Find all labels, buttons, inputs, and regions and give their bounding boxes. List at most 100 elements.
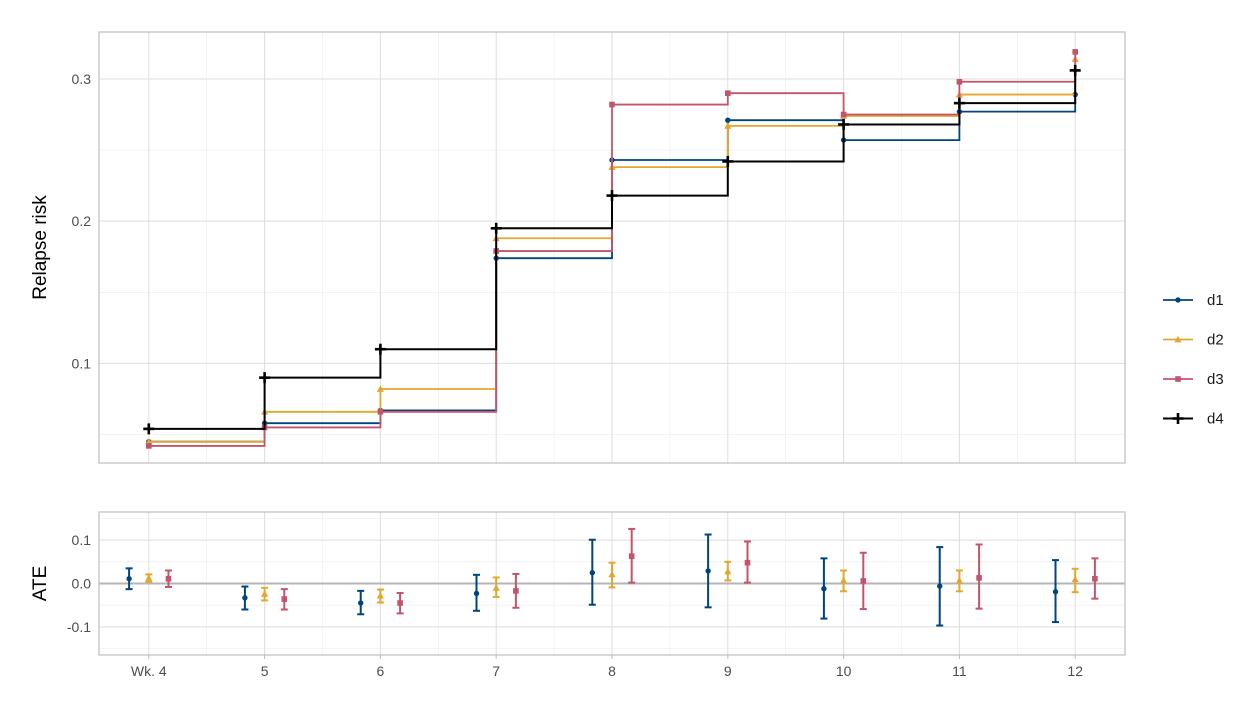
ate-series — [125, 527, 1099, 627]
point-d4-5 — [259, 372, 271, 384]
ate-point-d2-5 — [260, 590, 269, 597]
errorbar-d2-11 — [955, 569, 964, 593]
point-d3-8 — [609, 101, 615, 108]
errorbar-d1-4 — [125, 567, 133, 591]
x-tick-label-8: 12 — [1067, 663, 1083, 679]
legend-item-d1: d1 — [1163, 292, 1224, 309]
errorbar-d2-7 — [492, 576, 500, 598]
x-tick-label-2: 6 — [376, 663, 384, 679]
legend-key-marker-d1 — [1175, 297, 1181, 303]
errorbar-d2-4 — [145, 573, 153, 583]
ate-point-d1-5 — [242, 595, 248, 601]
errorbar-d3-9 — [743, 540, 751, 584]
ate-point-d3-10 — [860, 578, 867, 584]
ate-point-d3-4 — [165, 575, 172, 582]
errorbar-d3-5 — [280, 588, 288, 611]
errorbar-d3-8 — [628, 527, 636, 584]
ate-series-d3 — [164, 527, 1099, 615]
point-d1-9 — [725, 117, 731, 123]
ate-point-d2-12 — [1071, 575, 1079, 583]
ate-point-d1-11 — [937, 583, 943, 589]
errorbar-d1-6 — [357, 589, 365, 616]
legend-item-d4: d4 — [1163, 411, 1224, 428]
legend-item-d2: d2 — [1163, 332, 1224, 349]
point-d4-7 — [490, 222, 502, 234]
errorbar-d2-12 — [1071, 567, 1079, 594]
legend-key-marker-d4 — [1172, 413, 1184, 424]
point-d2-9 — [724, 122, 732, 129]
errorbar-d1-7 — [473, 573, 481, 612]
x-tick-label-5: 9 — [724, 663, 732, 679]
ate-point-d3-11 — [976, 575, 982, 581]
ate-point-d1-4 — [126, 576, 132, 582]
point-d4-11 — [953, 97, 965, 109]
ate-y-tick-label-1: 0.0 — [72, 576, 92, 592]
errorbar-d3-4 — [164, 569, 172, 588]
legend-label-d1: d1 — [1207, 292, 1224, 309]
point-d3-10 — [840, 111, 847, 118]
x-tick-label-4: 8 — [608, 663, 616, 679]
ate-point-d2-8 — [608, 570, 616, 578]
ate-point-d1-8 — [589, 569, 596, 576]
ate-point-d1-12 — [1052, 589, 1059, 595]
errorbar-d2-5 — [260, 586, 269, 602]
ate-point-d2-11 — [955, 576, 964, 584]
ate-point-d2-9 — [724, 567, 732, 575]
ate-y-tick-label-2: -0.1 — [67, 619, 91, 635]
errorbar-d3-12 — [1091, 557, 1099, 600]
errorbar-d1-10 — [820, 557, 828, 620]
y-tick-label-0: 0.1 — [72, 355, 92, 371]
errorbar-d2-9 — [724, 560, 732, 582]
point-d2-6 — [376, 385, 384, 392]
x-tick-label-0: Wk. 4 — [131, 663, 167, 679]
errorbar-d1-9 — [704, 533, 712, 609]
ate-series-d2 — [145, 560, 1079, 604]
ate-y-axis-title: ATE — [30, 566, 51, 602]
ate-series-d1 — [125, 533, 1060, 627]
legend-key-marker-d2 — [1174, 335, 1182, 343]
ate-point-d1-7 — [473, 590, 480, 597]
ate-point-d1-10 — [821, 586, 827, 592]
ate-point-d2-10 — [840, 576, 848, 584]
legend-label-d2: d2 — [1207, 332, 1224, 349]
ate-point-d2-6 — [376, 592, 384, 599]
errorbar-d2-6 — [376, 588, 384, 604]
point-d2-4 — [145, 438, 153, 445]
point-d4-10 — [838, 118, 850, 130]
ate-panel: 0.1 0.0 -0.1 Wk. 4 5 6 7 8 9 10 11 12 ATE — [30, 511, 1126, 679]
errorbar-d3-6 — [396, 592, 404, 615]
x-tick-label-1: 5 — [261, 663, 269, 679]
ate-x-ticks: Wk. 4 5 6 7 8 9 10 11 12 — [131, 655, 1083, 679]
y-tick-label-2: 0.3 — [72, 71, 92, 87]
ate-point-d3-5 — [281, 596, 288, 602]
x-tick-label-6: 10 — [836, 663, 852, 679]
errorbar-d1-5 — [241, 585, 249, 611]
legend-key-marker-d3 — [1175, 376, 1181, 382]
legend-item-d3: d3 — [1163, 371, 1224, 388]
relapse-risk-panel-border — [98, 31, 1126, 464]
series-d4 — [143, 64, 1081, 435]
point-d4-6 — [374, 343, 386, 355]
ate-point-d3-7 — [513, 588, 519, 594]
ate-point-d2-7 — [492, 584, 500, 591]
relapse-risk-y-axis-title: Relapse risk — [30, 195, 51, 300]
errorbar-d3-11 — [975, 543, 983, 610]
ate-point-d3-8 — [628, 553, 635, 559]
relapse-risk-series — [143, 49, 1081, 449]
ate-point-d3-9 — [744, 559, 751, 566]
legend-label-d4: d4 — [1207, 411, 1224, 428]
legend: d1 d2 d3 d4 — [1163, 292, 1224, 428]
errorbar-d1-12 — [1052, 559, 1060, 624]
point-d3-9 — [725, 90, 731, 96]
ate-point-d3-6 — [397, 600, 403, 606]
ate-point-d2-4 — [145, 574, 153, 581]
ate-point-d3-12 — [1092, 575, 1098, 582]
point-d3-6 — [377, 408, 384, 415]
point-d3-4 — [145, 443, 152, 449]
x-tick-label-7: 11 — [952, 663, 967, 679]
x-tick-label-3: 7 — [492, 663, 500, 679]
relapse-risk-panel: 0.1 0.2 0.3 Relapse risk — [30, 31, 1126, 464]
point-d3-12 — [1072, 49, 1079, 55]
ate-point-d1-6 — [358, 600, 364, 606]
